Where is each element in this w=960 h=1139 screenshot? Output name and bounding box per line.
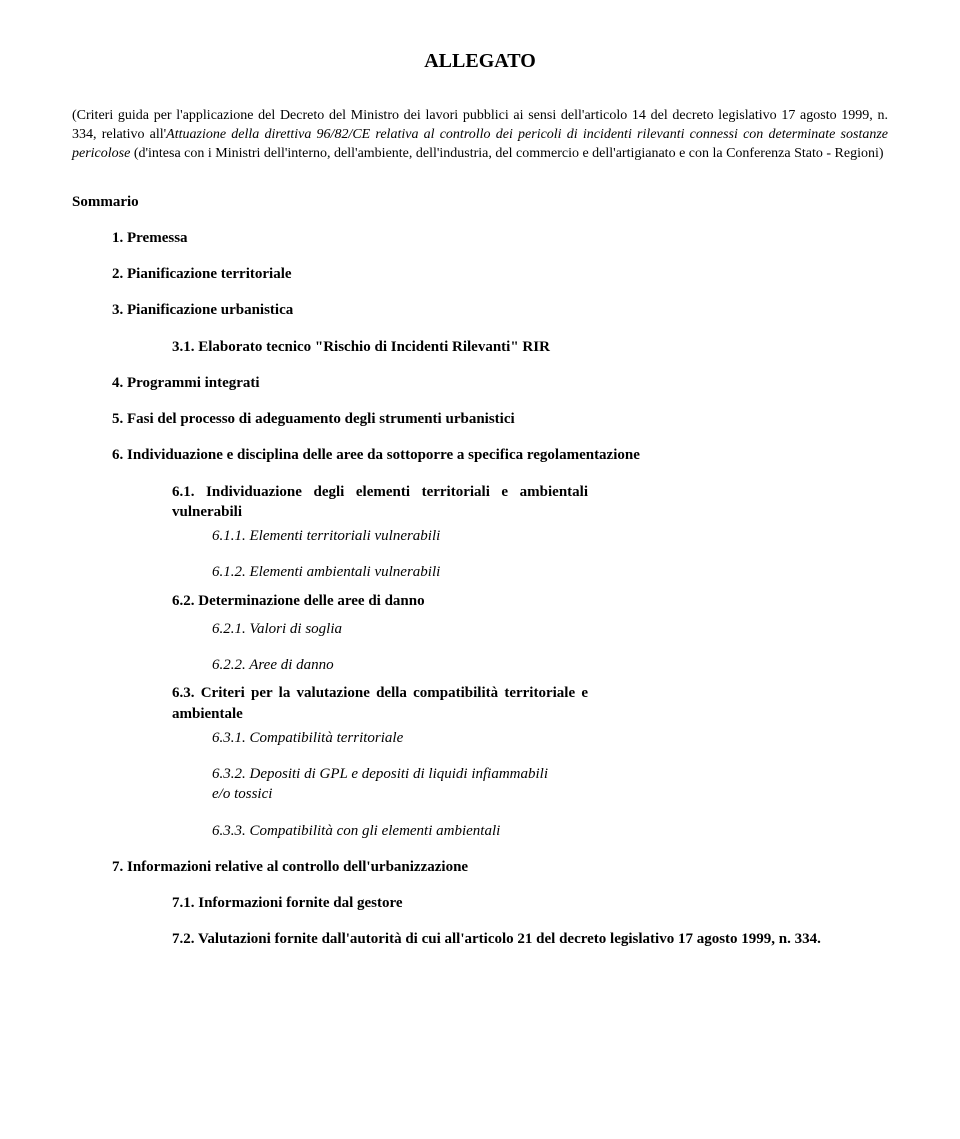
toc-item-6-1-2: 6.1.2. Elementi ambientali vulnerabili [212,562,888,582]
toc-item-6-2-2: 6.2.2. Aree di danno [212,655,888,675]
toc-item-6-1: 6.1. Individuazione degli elementi terri… [172,482,588,523]
toc-item-5: 5. Fasi del processo di adeguamento degl… [112,409,888,429]
toc-item-6-3-2: 6.3.2. Depositi di GPL e depositi di liq… [212,764,548,805]
toc-item-4: 4. Programmi integrati [112,373,888,393]
sommario-heading: Sommario [72,192,888,212]
toc-item-7-1: 7.1. Informazioni fornite dal gestore [172,893,888,913]
subtitle-suffix: (d'intesa con i Ministri dell'interno, d… [130,146,883,161]
toc-item-2: 2. Pianificazione territoriale [112,264,888,284]
toc-item-6: 6. Individuazione e disciplina delle are… [112,445,888,465]
document-title: ALLEGATO [72,48,888,75]
toc-item-6-3-3: 6.3.3. Compatibilità con gli elementi am… [212,821,548,841]
toc-item-6-3-1: 6.3.1. Compatibilità territoriale [212,728,888,748]
toc-item-6-1-1: 6.1.1. Elementi territoriali vulnerabili [212,526,888,546]
toc-item-6-2-1: 6.2.1. Valori di soglia [212,619,888,639]
toc-item-6-3: 6.3. Criteri per la valutazione della co… [172,683,588,724]
toc-item-7-2: 7.2. Valutazioni fornite dall'autorità d… [172,929,888,949]
toc-item-6-2: 6.2. Determinazione delle aree di danno [172,591,888,611]
toc-item-3-1: 3.1. Elaborato tecnico "Rischio di Incid… [172,337,888,357]
toc-item-3: 3. Pianificazione urbanistica [112,300,888,320]
document-subtitle: (Criteri guida per l'applicazione del De… [72,107,888,164]
toc-item-1: 1. Premessa [112,228,888,248]
toc-item-7: 7. Informazioni relative al controllo de… [112,857,888,877]
